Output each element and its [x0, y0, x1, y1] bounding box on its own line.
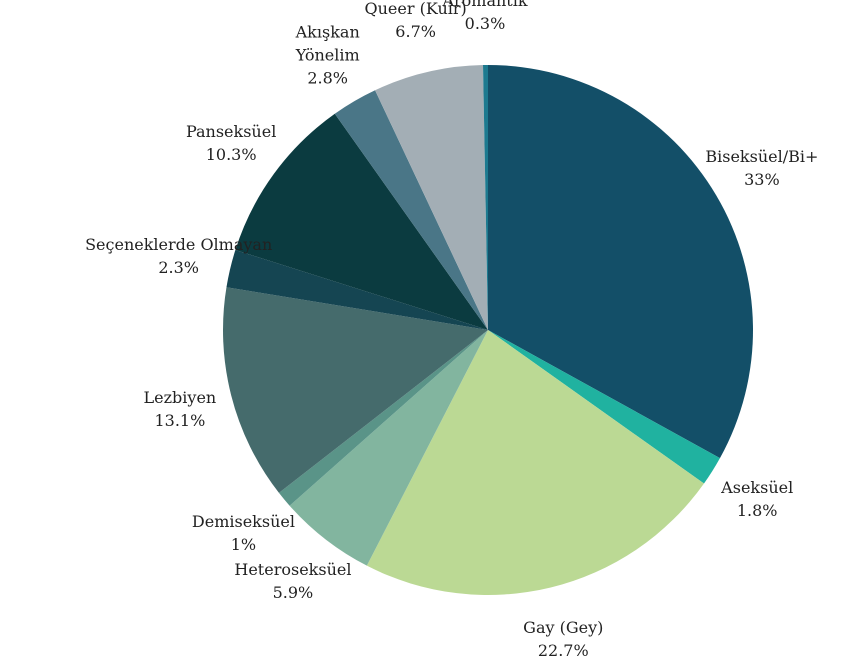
- slice-label: Lezbiyen 13.1%: [144, 386, 217, 432]
- value-label: 2.8%: [307, 68, 349, 88]
- category-label: Seçeneklerde Olmayan: [85, 235, 273, 255]
- category-label: Aromantik: [442, 0, 528, 10]
- category-label: Heteroseksüel: [234, 560, 352, 580]
- slice-label: Gay (Gey) 22.7%: [523, 616, 603, 658]
- pie-slice: [289, 330, 488, 566]
- value-label: 13.1%: [154, 410, 206, 430]
- value-label: 1%: [230, 535, 257, 555]
- value-label: 2.3%: [158, 258, 199, 278]
- pie-slice: [226, 250, 488, 330]
- category-label: Demiseksüel: [191, 512, 295, 532]
- slice-label: Heteroseksüel 5.9%: [234, 558, 351, 604]
- slice-label: Akışkan Yönelim 2.8%: [296, 21, 360, 90]
- value-label: 6.7%: [395, 22, 436, 42]
- slice-label: Queer (Kuir) 6.7%: [365, 0, 467, 43]
- pie-slice: [235, 113, 488, 330]
- slice-label: Aseksüel 1.8%: [721, 476, 793, 522]
- value-label: 1.8%: [736, 501, 778, 521]
- pie-slice: [488, 330, 720, 484]
- slice-label: Demiseksüel 1%: [192, 510, 295, 556]
- category-label: Lezbiyen: [143, 387, 217, 407]
- pie-slice: [488, 65, 754, 459]
- category-label: Aseksüel: [721, 478, 794, 498]
- category-label: Panseksüel: [185, 121, 277, 141]
- slice-label: Seçeneklerde Olmayan 2.3%: [85, 233, 272, 279]
- category-label: Biseksüel/Bi+: [705, 147, 819, 167]
- value-label: 33%: [744, 170, 780, 190]
- pie-slice: [278, 330, 488, 506]
- pie-slice: [483, 65, 488, 330]
- pie-slice: [366, 330, 704, 595]
- pie-slice: [375, 65, 488, 330]
- slice-label: Biseksüel/Bi+ 33%: [705, 145, 818, 191]
- category-label: Akışkan Yönelim: [295, 22, 360, 65]
- pie-slice: [222, 287, 488, 493]
- value-label: 22.7%: [537, 640, 589, 658]
- value-label: 5.9%: [272, 583, 314, 603]
- pie-slice: [334, 90, 488, 330]
- category-label: Queer (Kuir): [364, 0, 467, 19]
- category-label: Gay (Gey): [523, 617, 604, 637]
- value-label: 10.3%: [205, 144, 257, 164]
- slice-label: Aromantik 0.3%: [442, 0, 527, 35]
- slice-label: Panseksüel 10.3%: [186, 120, 276, 166]
- value-label: 0.3%: [464, 14, 506, 33]
